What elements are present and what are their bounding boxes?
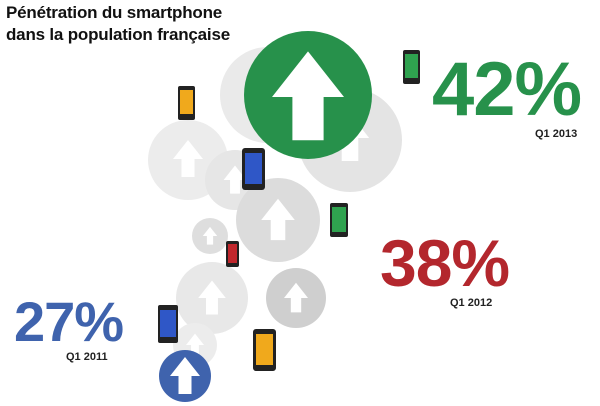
smartphone-icon [178,86,195,120]
smartphone-icon [158,305,178,343]
period-label-2013: Q1 2013 [535,128,578,140]
period-label-2012: Q1 2012 [450,297,493,309]
smartphone-icon [403,50,420,84]
chart-title-line1: Pénétration du smartphone [6,3,223,22]
smartphone-icon [226,241,239,267]
value-label-2011: 27% [14,290,124,353]
value-label-2013: 42% [432,47,582,132]
smartphone-icon [330,203,348,237]
arrow-up-icon [159,350,211,402]
arrow-up-icon [244,31,372,159]
smartphone-icon [242,148,265,190]
smartphone-icon [253,329,276,371]
chart-title-line2: dans la population française [6,25,230,44]
chart-title: Pénétration du smartphone dans la popula… [6,2,230,46]
value-label-2012: 38% [380,226,510,300]
period-label-2011: Q1 2011 [66,351,108,363]
